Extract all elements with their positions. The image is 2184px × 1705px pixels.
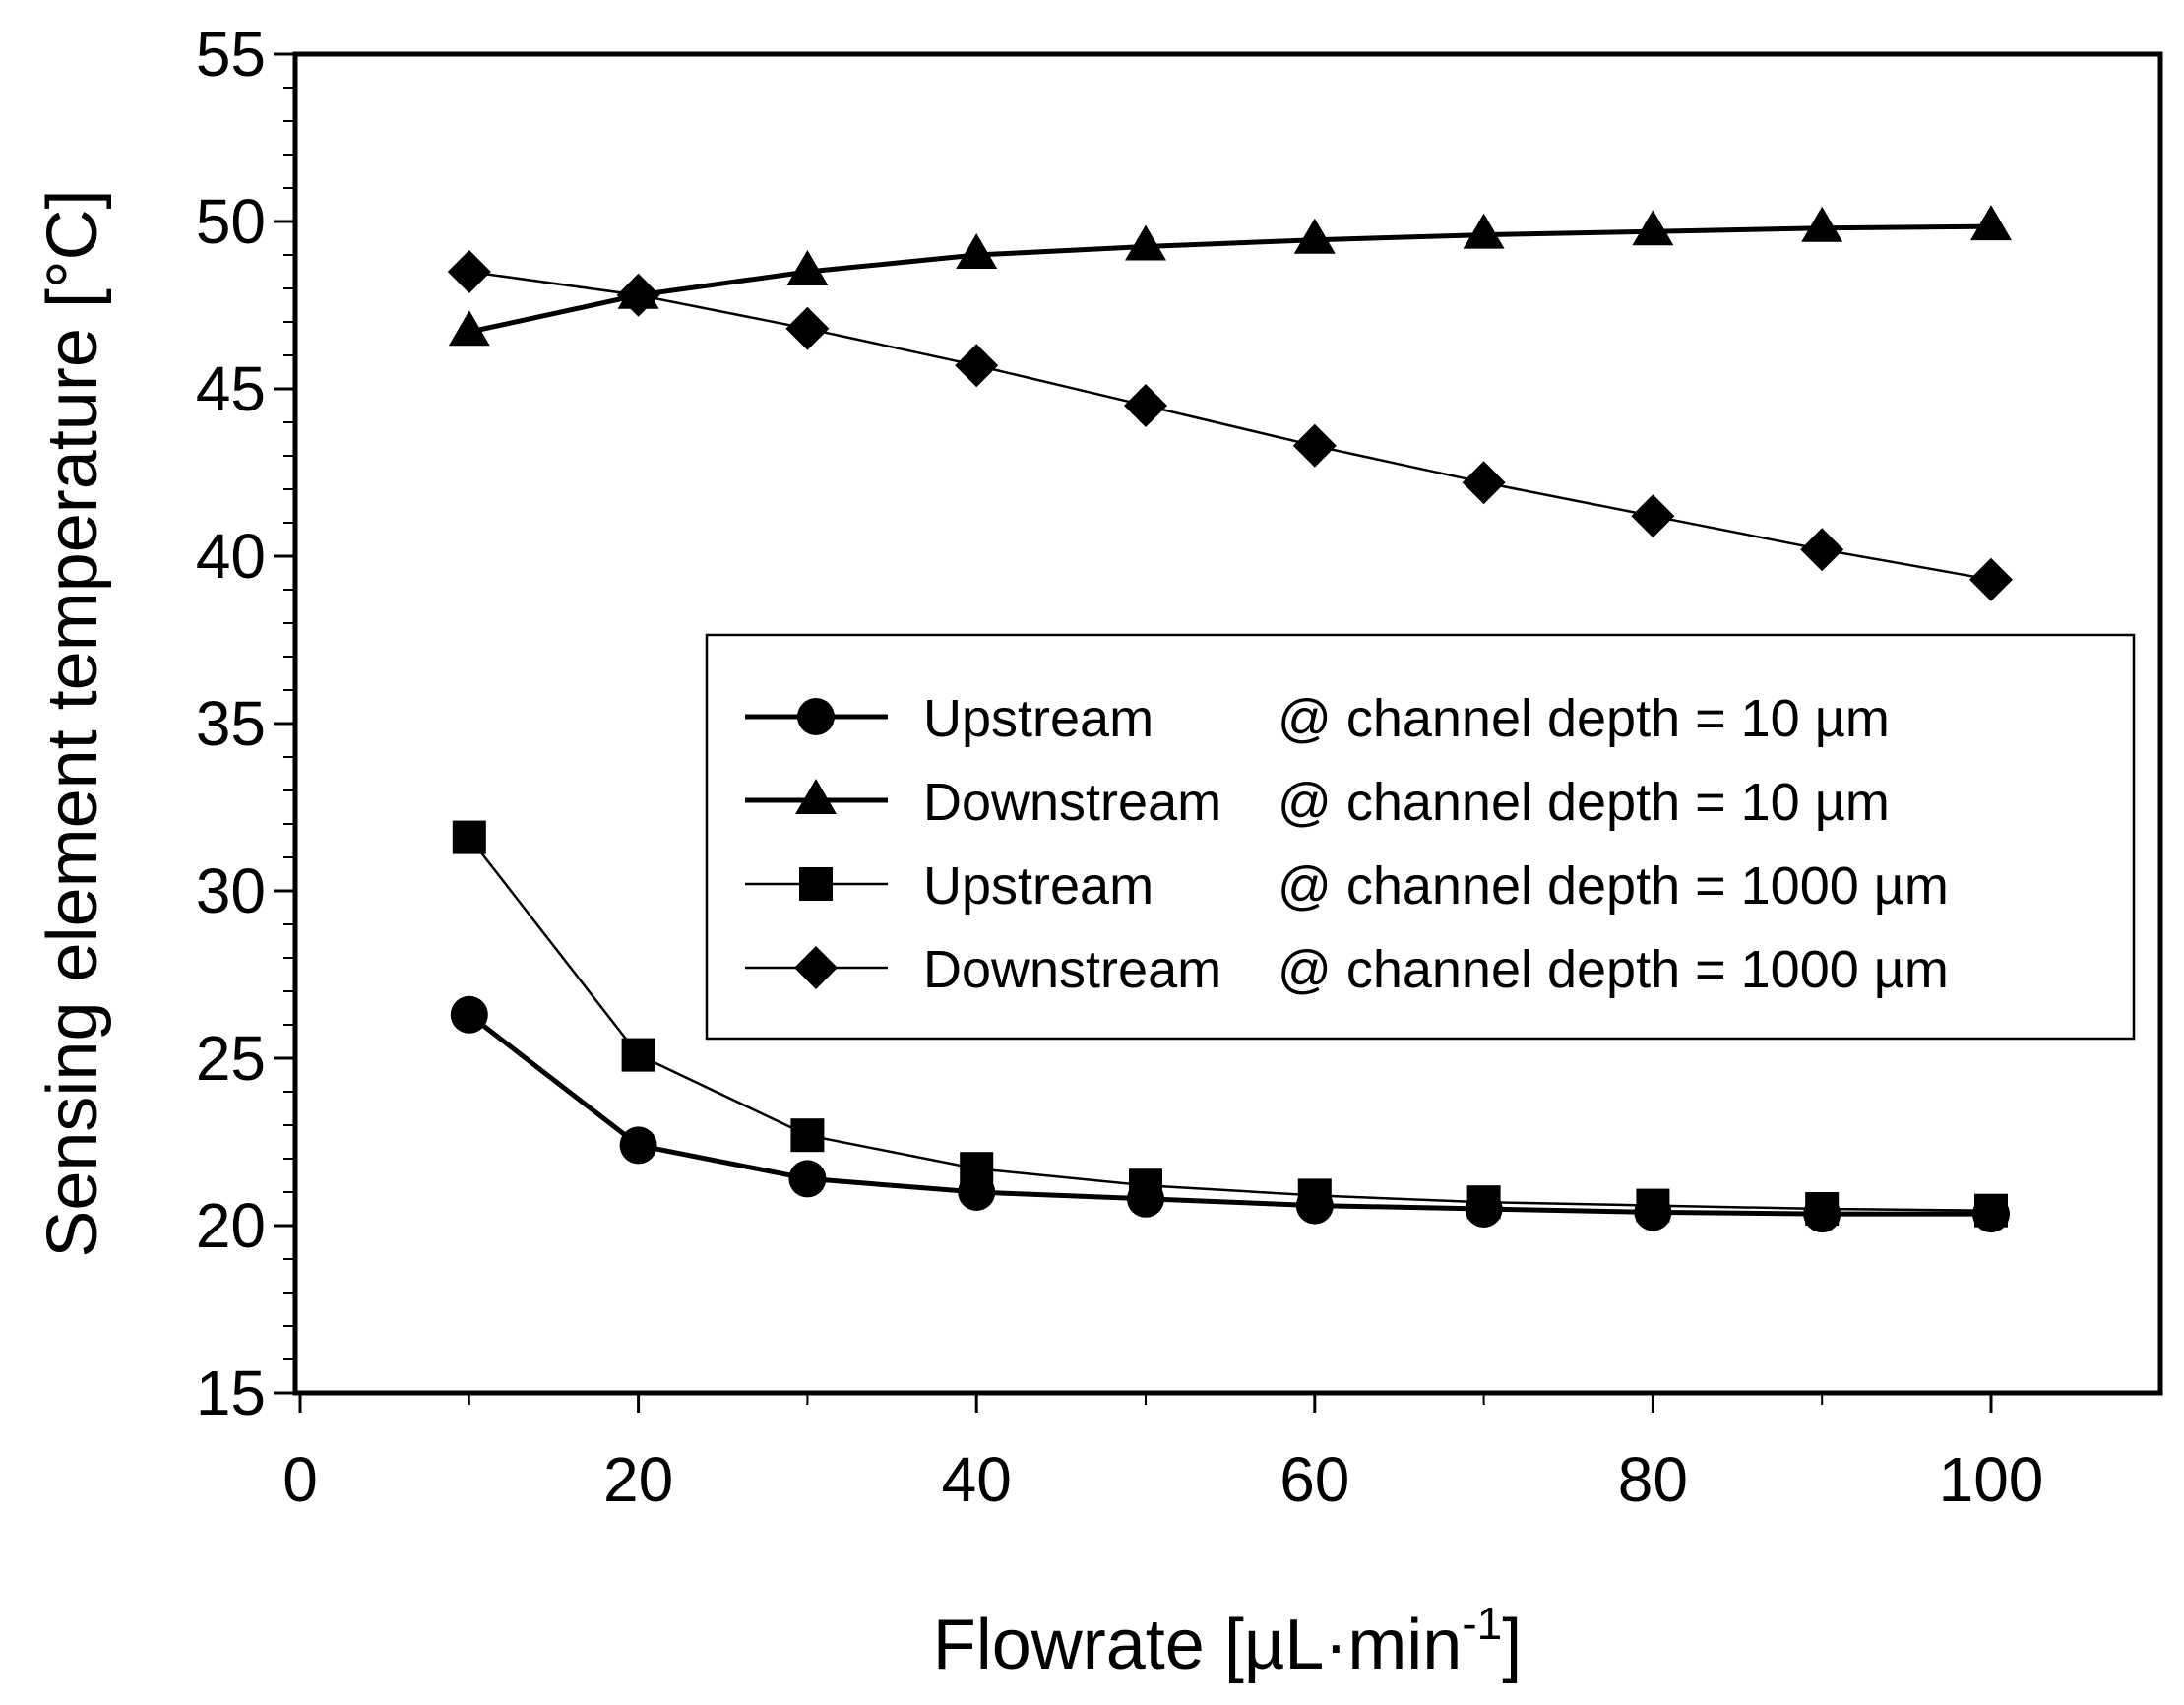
data-point xyxy=(956,233,998,269)
legend-series-label: @ channel depth = 10 µm xyxy=(1278,689,1890,748)
x-tick-label: 0 xyxy=(282,1444,318,1515)
data-point xyxy=(1632,210,1674,246)
series-line xyxy=(468,270,1992,582)
x-axis-title: Flowrate [µL·min-1] xyxy=(933,1598,1523,1684)
legend-marker xyxy=(794,946,838,989)
legend-series-label: @ channel depth = 1000 µm xyxy=(1278,940,1949,999)
x-axis-title-end: ] xyxy=(1502,1606,1522,1684)
series-3 xyxy=(452,820,2008,1228)
x-tick-label: 100 xyxy=(1939,1444,2044,1515)
data-point xyxy=(616,273,660,317)
series-line xyxy=(468,223,1992,335)
legend-series-name: Downstream xyxy=(923,773,1221,832)
data-point xyxy=(1129,1168,1162,1203)
data-point xyxy=(1293,218,1336,254)
data-point xyxy=(1297,1178,1332,1213)
data-point xyxy=(1800,528,1844,572)
series-layer xyxy=(447,205,2013,1233)
y-tick-label: 40 xyxy=(196,521,266,592)
data-point xyxy=(447,250,491,293)
data-point xyxy=(1970,205,2012,241)
legend-series-label: @ channel depth = 10 µm xyxy=(1278,773,1890,832)
legend-item: Downstream @ channel depth = 10 µm xyxy=(745,773,1890,832)
y-tick-label: 45 xyxy=(196,353,266,424)
x-axis-title-main: Flowrate [µL·min xyxy=(933,1606,1463,1684)
data-point xyxy=(619,1126,657,1165)
data-point xyxy=(1125,224,1166,261)
legend-item: Downstream @ channel depth = 1000 µm xyxy=(745,940,1949,999)
data-point xyxy=(621,1038,655,1072)
data-point xyxy=(1974,1193,2008,1228)
legend-series-name: Upstream xyxy=(923,856,1154,916)
x-tick-label: 40 xyxy=(942,1444,1012,1515)
legend-item: Upstream @ channel depth = 1000 µm xyxy=(745,856,1949,916)
y-tick-label: 35 xyxy=(196,688,266,759)
data-point xyxy=(1636,1188,1670,1223)
data-point xyxy=(1631,494,1675,538)
legend-marker xyxy=(797,698,835,735)
x-tick-label: 20 xyxy=(603,1444,673,1515)
data-point xyxy=(1969,557,2013,601)
data-point xyxy=(1292,423,1337,468)
data-point xyxy=(448,310,490,347)
legend: Upstream @ channel depth = 10 µmDownstrea… xyxy=(705,633,2136,1041)
data-point xyxy=(1805,1192,1840,1226)
data-point xyxy=(1462,461,1506,505)
data-point xyxy=(960,1152,994,1186)
x-tick-label: 80 xyxy=(1618,1444,1688,1515)
y-tick-label: 20 xyxy=(196,1190,266,1261)
legend-marker xyxy=(799,867,833,901)
x-tick-label: 60 xyxy=(1279,1444,1349,1515)
y-tick-label: 55 xyxy=(196,19,266,90)
y-tick-label: 25 xyxy=(196,1023,266,1094)
y-tick-label: 30 xyxy=(196,855,266,926)
data-point xyxy=(450,995,488,1034)
y-tick-label: 15 xyxy=(196,1358,266,1428)
legend-series-label: @ channel depth = 1000 µm xyxy=(1278,856,1949,916)
x-axis: 0 20 40 60 80 100 xyxy=(282,1393,2043,1515)
series-2 xyxy=(448,205,2012,347)
data-point xyxy=(785,306,830,350)
data-point xyxy=(786,250,829,285)
x-axis-title-superscript: -1 xyxy=(1462,1598,1502,1649)
legend-series-name: Upstream xyxy=(923,689,1154,748)
data-point xyxy=(788,1160,827,1198)
legend-box xyxy=(705,633,2136,1041)
legend-marker xyxy=(795,779,837,814)
legend-series-name: Downstream xyxy=(923,940,1221,999)
data-point xyxy=(790,1118,825,1153)
series-4 xyxy=(447,250,2013,601)
data-point xyxy=(1801,206,1843,242)
data-point xyxy=(452,820,486,854)
y-axis: 15 20 25 30 35 40 45 50 55 xyxy=(196,19,295,1428)
data-point xyxy=(1124,384,1167,427)
series-line xyxy=(468,1012,1991,1217)
data-point xyxy=(1463,213,1505,249)
y-axis-title: Sensing element temperature [°C] xyxy=(33,189,112,1257)
series-line xyxy=(468,836,1992,1212)
data-point xyxy=(1466,1185,1501,1220)
legend-item: Upstream @ channel depth = 10 µm xyxy=(745,689,1890,748)
y-tick-label: 50 xyxy=(196,186,266,257)
data-point xyxy=(955,344,999,388)
